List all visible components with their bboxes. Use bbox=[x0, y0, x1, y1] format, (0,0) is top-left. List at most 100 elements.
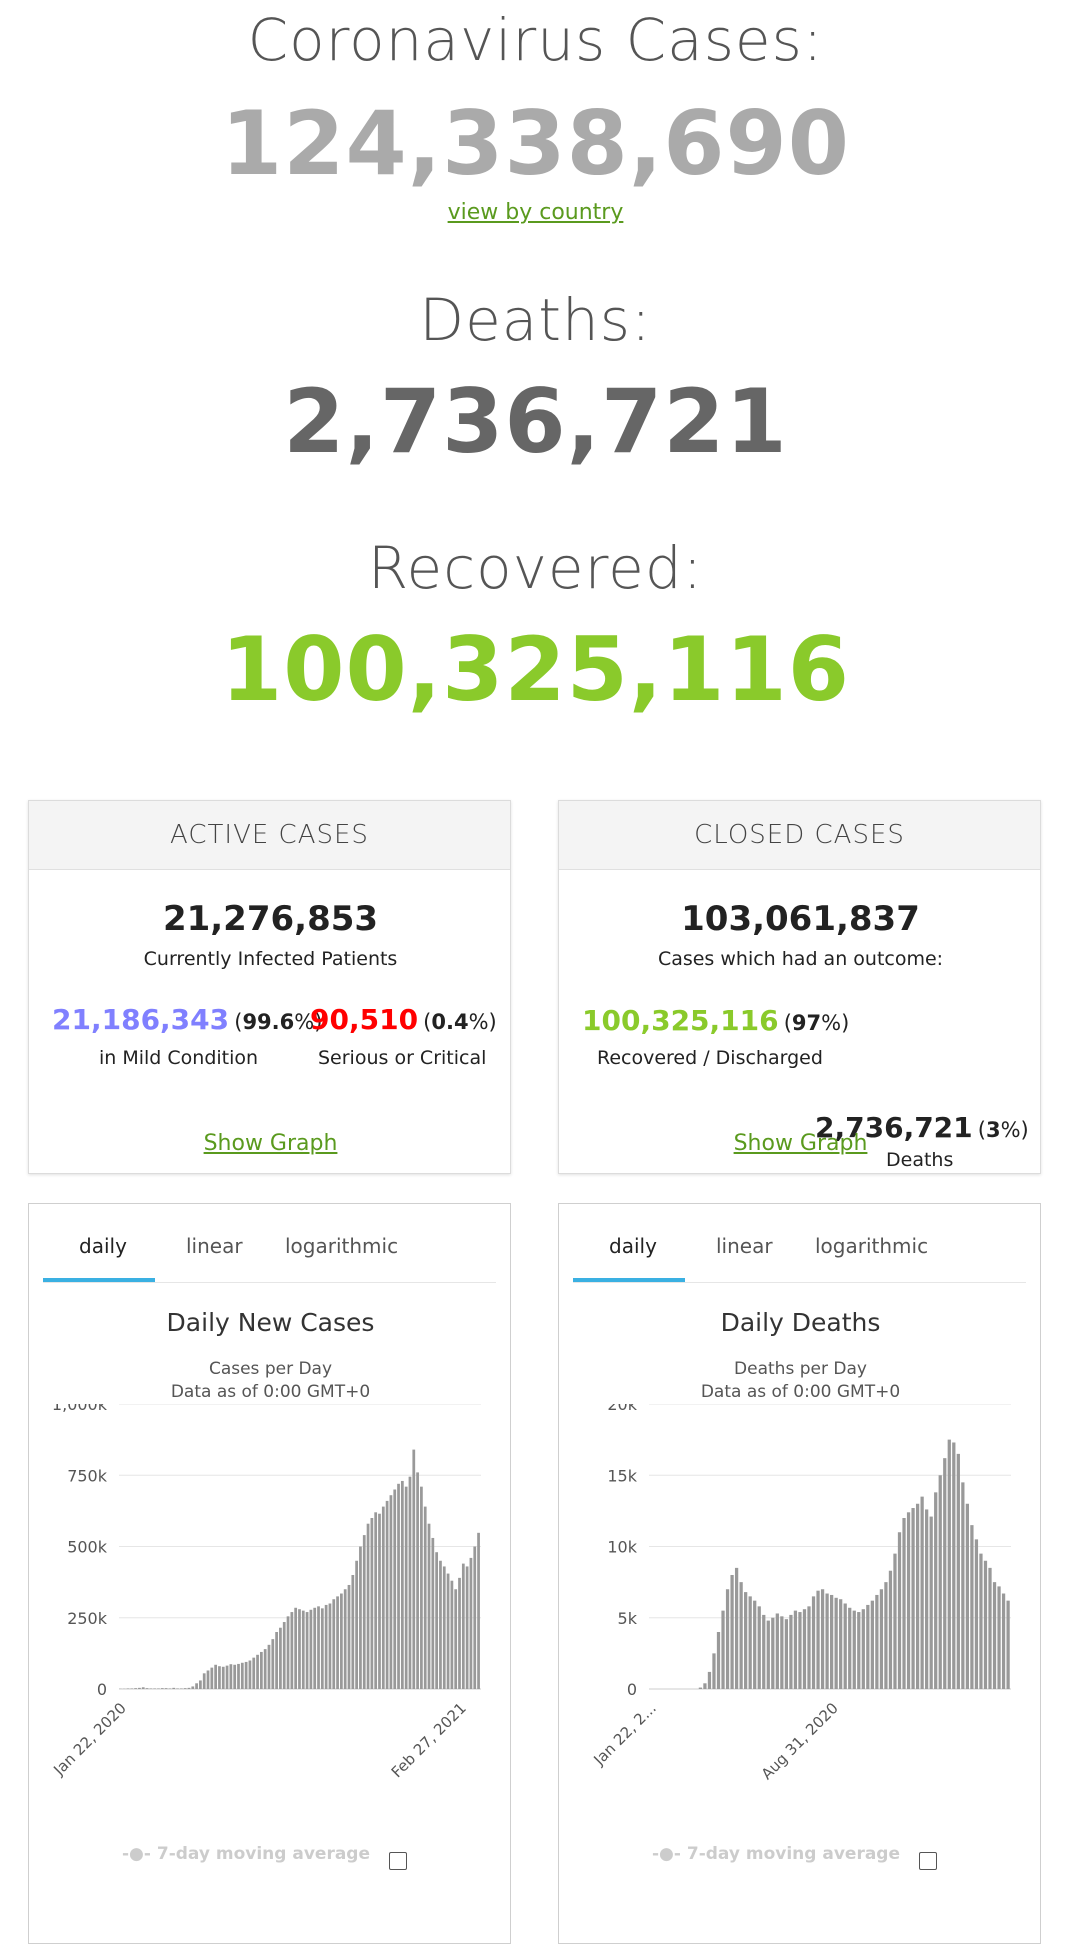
y-tick-label: 20k bbox=[607, 1404, 637, 1414]
bar bbox=[938, 1475, 942, 1689]
moving-average-checkbox[interactable] bbox=[389, 1852, 407, 1870]
tab-logarithmic[interactable]: logarithmic bbox=[285, 1234, 399, 1258]
bar bbox=[947, 1439, 951, 1689]
bar bbox=[210, 1667, 214, 1689]
bar bbox=[956, 1453, 960, 1689]
moving-average-checkbox[interactable] bbox=[919, 1852, 937, 1870]
bar bbox=[385, 1500, 389, 1689]
moving-average-legend[interactable]: -●- 7-day moving average bbox=[122, 1844, 370, 1864]
chart-title: Daily Deaths bbox=[720, 1308, 881, 1337]
bar bbox=[834, 1597, 838, 1689]
bar bbox=[141, 1687, 145, 1689]
legend-label: 7-day moving average bbox=[156, 1844, 371, 1864]
bar bbox=[435, 1552, 439, 1689]
bar bbox=[179, 1688, 183, 1689]
bar bbox=[248, 1660, 252, 1689]
bar bbox=[839, 1599, 843, 1689]
bar bbox=[757, 1606, 761, 1689]
bar bbox=[816, 1590, 820, 1689]
bar bbox=[153, 1688, 157, 1689]
view-by-country-link[interactable]: view by country bbox=[447, 200, 624, 225]
tab-linear[interactable]: linear bbox=[186, 1234, 243, 1258]
bar bbox=[145, 1688, 149, 1689]
bar bbox=[309, 1609, 313, 1689]
closed-cases-panel: CLOSED CASES 103,061,837 Cases which had… bbox=[558, 800, 1041, 1174]
bar bbox=[286, 1616, 290, 1689]
bar bbox=[707, 1671, 712, 1689]
closed-deaths-value: 2,736,721 bbox=[815, 1111, 973, 1144]
bar bbox=[970, 1525, 974, 1689]
bar bbox=[473, 1546, 477, 1689]
bar bbox=[1006, 1600, 1010, 1689]
bar bbox=[712, 1653, 716, 1689]
tab-daily[interactable]: daily bbox=[79, 1234, 127, 1258]
bar bbox=[870, 1600, 874, 1689]
active-cases-total-label: Currently Infected Patients bbox=[143, 948, 398, 970]
moving-average-legend[interactable]: -●- 7-day moving average bbox=[652, 1844, 900, 1864]
deaths-label: Deaths: bbox=[419, 286, 652, 354]
bar bbox=[988, 1567, 992, 1689]
deaths-value: 2,736,721 bbox=[283, 370, 788, 473]
bar bbox=[902, 1518, 906, 1689]
bar bbox=[157, 1688, 160, 1689]
bar bbox=[168, 1688, 172, 1689]
bar bbox=[983, 1560, 988, 1689]
bar bbox=[294, 1607, 298, 1689]
bar bbox=[897, 1532, 902, 1689]
mild-label: in Mild Condition bbox=[99, 1047, 259, 1069]
daily-deaths-plot: 0 5k 10k 15k 20k Jan 22, 2... Aug 31, 2020 bbox=[590, 1404, 1011, 1783]
bar bbox=[263, 1649, 267, 1689]
bar bbox=[290, 1612, 294, 1689]
cases-label: Coronavirus Cases: bbox=[247, 6, 824, 74]
tab-logarithmic[interactable]: logarithmic bbox=[815, 1234, 929, 1258]
bar bbox=[282, 1622, 286, 1689]
bar bbox=[875, 1594, 879, 1689]
bar bbox=[888, 1570, 893, 1689]
bar bbox=[362, 1535, 366, 1689]
bar bbox=[176, 1688, 179, 1689]
bar bbox=[126, 1688, 130, 1689]
daily-deaths-chart-card: daily linear logarithmic Daily Deaths De… bbox=[558, 1203, 1041, 1944]
legend-label: 7-day moving average bbox=[686, 1844, 901, 1864]
bar bbox=[802, 1609, 807, 1689]
closed-show-graph-link[interactable]: Show Graph bbox=[733, 1131, 868, 1156]
bar bbox=[915, 1503, 920, 1689]
bar bbox=[138, 1687, 141, 1689]
mild-pct-close: %) bbox=[294, 1010, 323, 1034]
chart-tabs: daily linear logarithmic bbox=[43, 1204, 496, 1283]
bar bbox=[256, 1654, 259, 1689]
bar bbox=[843, 1603, 847, 1689]
bar bbox=[244, 1661, 248, 1689]
bar bbox=[351, 1575, 355, 1689]
active-tab-indicator bbox=[573, 1278, 685, 1282]
bar bbox=[730, 1575, 734, 1689]
bar bbox=[267, 1644, 271, 1689]
closed-cases-title: CLOSED CASES bbox=[559, 801, 1040, 870]
active-cases-panel: ACTIVE CASES 21,276,853 Currently Infect… bbox=[28, 800, 511, 1174]
bar bbox=[229, 1664, 233, 1689]
bar bbox=[884, 1582, 888, 1689]
bar bbox=[389, 1495, 393, 1689]
bar bbox=[784, 1619, 789, 1689]
bar bbox=[866, 1604, 870, 1689]
bar bbox=[820, 1589, 825, 1689]
recovered-value: 100,325,116 bbox=[221, 618, 850, 721]
bar bbox=[259, 1651, 263, 1689]
tab-daily[interactable]: daily bbox=[609, 1234, 657, 1258]
bar bbox=[920, 1496, 924, 1689]
tab-linear[interactable]: linear bbox=[716, 1234, 773, 1258]
bar bbox=[861, 1609, 865, 1689]
x-tick-label: Aug 31, 2020 bbox=[758, 1699, 842, 1783]
x-tick-label: Jan 22, 2... bbox=[590, 1699, 660, 1769]
active-show-graph-link[interactable]: Show Graph bbox=[203, 1131, 338, 1156]
y-tick-label: 10k bbox=[607, 1538, 637, 1557]
chart-subtitle-2: Data as of 0:00 GMT+0 bbox=[170, 1382, 371, 1402]
recovered-stat: 100,325,116 (97%) bbox=[582, 1004, 849, 1037]
bar bbox=[202, 1673, 206, 1689]
serious-pct: 0.4 bbox=[431, 1010, 469, 1034]
bar bbox=[906, 1512, 911, 1689]
bar bbox=[393, 1489, 397, 1689]
bar bbox=[313, 1607, 317, 1689]
bar bbox=[374, 1512, 378, 1689]
bar bbox=[199, 1680, 202, 1689]
